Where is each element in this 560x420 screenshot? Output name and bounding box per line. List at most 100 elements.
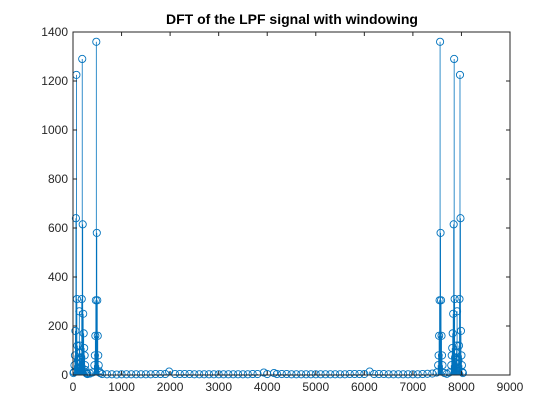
- stem-marker: [408, 370, 417, 379]
- x-tick-label: 2000: [157, 380, 184, 394]
- x-tick-label: 1000: [108, 380, 135, 394]
- stem-marker: [224, 370, 233, 379]
- axes-box: [72, 31, 511, 376]
- stem-marker: [92, 37, 101, 46]
- stem-marker: [413, 370, 422, 379]
- stem-marker: [455, 294, 464, 304]
- stem-marker: [94, 361, 103, 370]
- stem-marker: [175, 369, 184, 379]
- y-tick-label: 0: [61, 368, 68, 382]
- stem-marker: [253, 369, 262, 379]
- stem-marker: [450, 294, 459, 304]
- stem-marker: [326, 370, 335, 379]
- stem-marker: [122, 370, 131, 379]
- stem-marker: [355, 369, 364, 379]
- stem-marker: [243, 370, 252, 379]
- chart-title: DFT of the LPF signal with windowing: [166, 11, 418, 27]
- stem-marker: [80, 351, 89, 360]
- x-tick-label: 4000: [254, 380, 281, 394]
- stem-marker: [146, 370, 155, 379]
- stem-marker: [456, 214, 465, 223]
- stem-marker: [438, 361, 447, 370]
- stem-marker: [71, 214, 80, 223]
- stem-marker: [394, 370, 403, 379]
- stem-marker: [449, 220, 458, 229]
- stem-marker: [127, 370, 136, 379]
- stem-marker: [117, 370, 126, 379]
- stem-marker: [282, 369, 291, 379]
- stem-marker: [107, 370, 116, 379]
- stem-marker: [91, 331, 100, 340]
- stem-marker: [190, 370, 199, 379]
- y-tick-label: 1000: [41, 123, 68, 137]
- stem-marker: [141, 370, 150, 379]
- stem-marker: [204, 370, 214, 379]
- stem-marker: [437, 296, 446, 305]
- stem-marker: [458, 368, 467, 378]
- x-tick-label: 3000: [205, 380, 232, 394]
- stem-marker: [455, 70, 465, 79]
- stem-marker: [209, 370, 218, 379]
- stem-marker: [306, 370, 315, 379]
- stem-marker: [136, 370, 146, 379]
- stem-marker: [457, 351, 466, 360]
- stem-marker: [437, 331, 446, 340]
- x-tick-label: 8000: [448, 380, 475, 394]
- stem-marker: [436, 228, 445, 237]
- stem-marker: [350, 369, 359, 379]
- stem-marker: [78, 220, 87, 229]
- x-tick-label: 6000: [351, 380, 378, 394]
- stem-marker: [331, 370, 340, 379]
- x-tick-label: 9000: [497, 380, 524, 394]
- x-tick-label: 0: [70, 380, 77, 394]
- y-tick-label: 800: [48, 172, 68, 186]
- plot-area: [73, 32, 510, 375]
- stem-marker: [418, 369, 427, 379]
- stem-marker: [77, 294, 86, 304]
- stem-marker: [185, 369, 194, 379]
- stem-marker: [287, 370, 296, 379]
- x-tick-label: 7000: [400, 380, 427, 394]
- stem-marker: [435, 331, 444, 340]
- stem-marker: [234, 370, 243, 379]
- stem-marker: [437, 351, 447, 360]
- y-tick-label: 1200: [41, 74, 68, 88]
- stem-marker: [195, 370, 204, 379]
- stem-marker: [403, 370, 413, 379]
- stem-marker: [132, 370, 141, 379]
- stem-marker: [170, 369, 180, 379]
- stem-marker: [321, 370, 330, 379]
- stem-marker: [229, 370, 238, 379]
- stem-marker: [345, 369, 354, 379]
- stem-marker: [456, 326, 466, 335]
- stem-marker: [277, 369, 286, 379]
- stem-marker: [389, 370, 398, 379]
- stem-marker: [340, 370, 349, 379]
- stem-marker: [423, 369, 432, 378]
- stem-marker: [93, 296, 102, 305]
- stem-marker: [399, 370, 408, 379]
- y-tick-label: 1400: [41, 25, 68, 39]
- stem-marker: [450, 54, 459, 64]
- stem-marker: [219, 370, 228, 379]
- stem-marker: [436, 37, 445, 46]
- stem-marker: [302, 370, 311, 379]
- stem-marker: [79, 309, 88, 318]
- stem-marker: [98, 369, 107, 379]
- stem-marker: [248, 369, 257, 379]
- stem-marker: [94, 351, 103, 360]
- stem-marker: [102, 370, 112, 379]
- stem-marker: [379, 369, 388, 379]
- stem-marker: [93, 331, 102, 340]
- stem-marker: [156, 369, 165, 379]
- stem-marker: [214, 370, 223, 379]
- stem-marker: [448, 329, 457, 338]
- stems-layer: [69, 37, 467, 379]
- stem-marker: [374, 369, 383, 379]
- stem-marker: [311, 370, 320, 379]
- stem-marker: [238, 370, 247, 379]
- y-axis-ticks: 0 200 400 600 800 1000 1200 1400: [41, 25, 510, 382]
- stem-marker: [78, 54, 87, 64]
